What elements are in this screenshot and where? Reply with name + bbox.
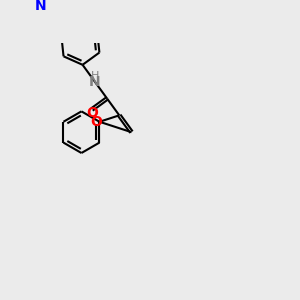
Text: N: N — [34, 0, 46, 14]
Text: H: H — [91, 71, 99, 81]
Text: O: O — [91, 115, 102, 129]
Text: N: N — [89, 75, 100, 88]
Text: O: O — [86, 106, 98, 120]
